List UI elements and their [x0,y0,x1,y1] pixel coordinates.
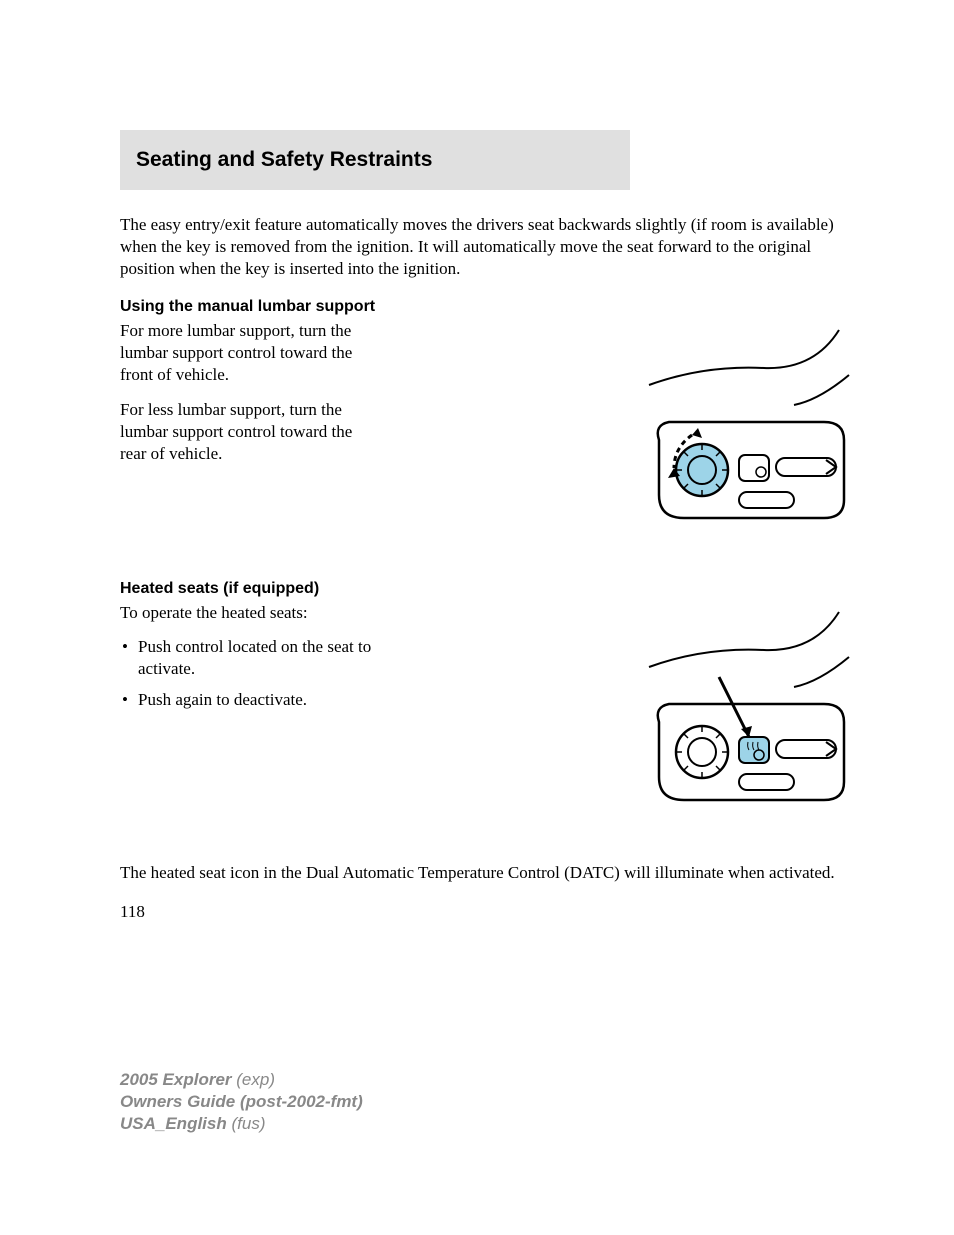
lumbar-diagram-column [400,320,854,550]
heated-text-column: To operate the heated seats: Push contro… [120,602,380,832]
heated-bullet-list: Push control located on the seat to acti… [120,636,380,710]
footer: 2005 Explorer (exp) Owners Guide (post-2… [120,1069,363,1135]
heated-heading: Heated seats (if equipped) [120,580,854,598]
page-header: Seating and Safety Restraints [120,130,630,190]
footer-model: 2005 Explorer [120,1070,232,1089]
footer-lang-code: (fus) [231,1114,265,1133]
lumbar-para-1: For more lumbar support, turn the lumbar… [120,320,380,386]
footer-line-3: USA_English (fus) [120,1113,363,1135]
intro-paragraph: The easy entry/exit feature automaticall… [120,214,854,280]
footer-model-code: (exp) [236,1070,275,1089]
footer-line-2: Owners Guide (post-2002-fmt) [120,1091,363,1113]
heated-section: To operate the heated seats: Push contro… [120,602,854,832]
heated-intro: To operate the heated seats: [120,602,380,624]
footer-line-1: 2005 Explorer (exp) [120,1069,363,1091]
heated-diagram-column [400,602,854,832]
lumbar-section: For more lumbar support, turn the lumbar… [120,320,854,550]
page-number: 118 [120,902,854,922]
lumbar-heading: Using the manual lumbar support [120,298,854,316]
heated-closing: The heated seat icon in the Dual Automat… [120,862,854,884]
lumbar-diagram-icon [644,320,854,550]
list-item: Push control located on the seat to acti… [120,636,380,680]
footer-lang: USA_English [120,1114,227,1133]
footer-guide: Owners Guide (post-2002-fmt) [120,1092,363,1111]
list-item: Push again to deactivate. [120,689,380,711]
lumbar-text-column: For more lumbar support, turn the lumbar… [120,320,380,550]
heated-diagram-icon [644,602,854,832]
lumbar-para-2: For less lumbar support, turn the lumbar… [120,399,380,465]
header-title: Seating and Safety Restraints [136,148,614,172]
